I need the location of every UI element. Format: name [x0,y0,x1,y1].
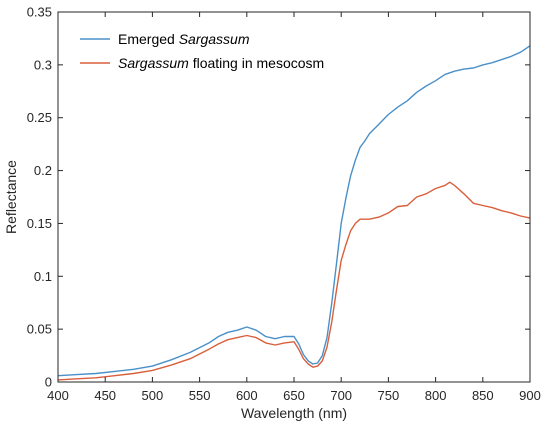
x-tick-labels: 400 450 500 550 600 650 700 750 800 850 900 [47,388,541,403]
y-tick-label: 0.15 [27,216,52,231]
y-tick-label: 0.2 [34,163,52,178]
x-tick-label: 550 [189,388,211,403]
legend-label-part: floating in mesocosm [189,55,324,71]
x-tick-label: 900 [519,388,541,403]
x-tick-label: 700 [330,388,352,403]
x-tick-label: 600 [236,388,258,403]
plot-area-background [58,12,530,382]
y-tick-label: 0.05 [27,322,52,337]
x-axis-label: Wavelength (nm) [241,405,347,421]
x-tick-label: 500 [142,388,164,403]
ticks-layer [57,11,531,383]
y-tick-label: 0.1 [34,269,52,284]
x-tick-label: 750 [378,388,400,403]
y-tick-labels: 0 0.05 0.1 0.15 0.2 0.25 0.3 0.35 [27,5,52,390]
legend-label-part: Sargassum [118,55,189,71]
y-axis-label: Reflectance [3,160,19,234]
x-tick-label: 650 [283,388,305,403]
series-line-1 [57,45,531,377]
x-tick-label: 800 [425,388,447,403]
y-tick-label: 0.3 [34,57,52,72]
legend-label-2: Sargassum floating in mesocosm [118,55,324,71]
legend-label-1: Emerged Sargassum [118,31,250,47]
series-layer [57,45,531,381]
x-tick-label: 850 [472,388,494,403]
y-tick-label: 0.25 [27,110,52,125]
x-tick-label: 450 [94,388,116,403]
y-tick-label: 0.35 [27,5,52,20]
y-tick-label: 0 [45,375,52,390]
series-line-2 [57,181,531,381]
legend-label-part: Emerged [118,31,179,47]
x-tick-label: 400 [47,388,69,403]
legend-label-part: Sargassum [179,31,250,47]
